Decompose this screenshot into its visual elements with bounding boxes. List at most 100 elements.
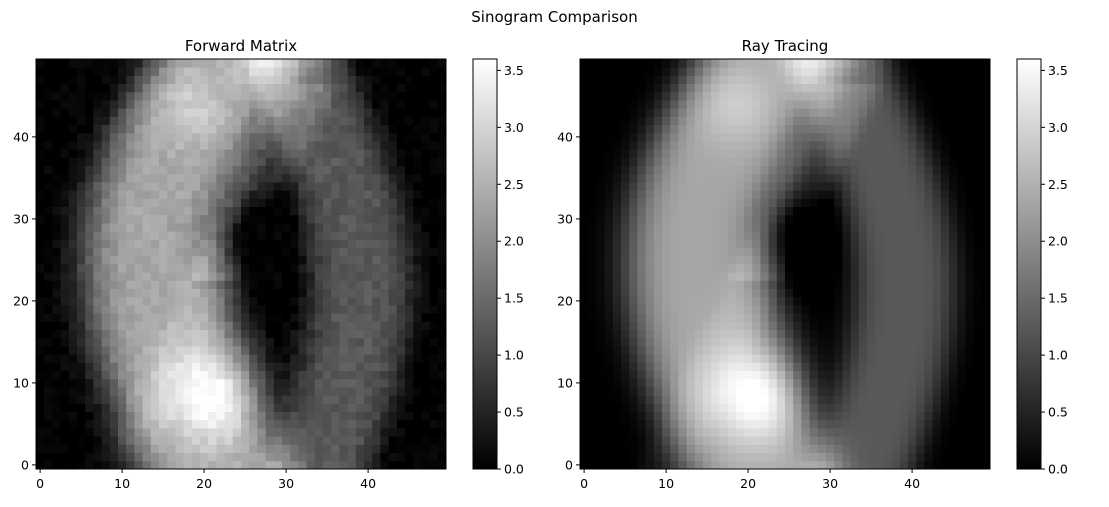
heatmap-cell: [662, 223, 671, 232]
heatmap-cell: [241, 125, 250, 134]
heatmap-cell: [801, 141, 810, 150]
heatmap-cell: [77, 84, 86, 93]
heatmap-cell: [405, 166, 414, 175]
heatmap-cell: [266, 420, 275, 429]
heatmap-cell: [933, 248, 942, 257]
heatmap-cell: [421, 116, 430, 125]
heatmap-cell: [769, 264, 778, 273]
heatmap-cell: [711, 280, 720, 289]
heatmap-cell: [323, 207, 332, 216]
heatmap-cell: [670, 280, 679, 289]
heatmap-cell: [605, 67, 614, 76]
heatmap-cell: [159, 436, 168, 445]
heatmap-cell: [159, 313, 168, 322]
heatmap-cell: [61, 387, 70, 396]
heatmap-cell: [389, 371, 398, 380]
heatmap-cell: [331, 174, 340, 183]
heatmap-cell: [175, 239, 184, 248]
colorbar-tick-label: 1.5: [504, 291, 524, 306]
heatmap-cell: [908, 387, 917, 396]
heatmap-cell: [44, 223, 53, 232]
heatmap-cell: [315, 67, 324, 76]
heatmap-cell: [695, 387, 704, 396]
heatmap-cell: [372, 174, 381, 183]
heatmap-cell: [421, 403, 430, 412]
heatmap-cell: [233, 412, 242, 421]
heatmap-cell: [703, 256, 712, 265]
heatmap-cell: [859, 321, 868, 330]
heatmap-cell: [875, 362, 884, 371]
heatmap-cell: [430, 338, 439, 347]
heatmap-cell: [282, 420, 291, 429]
heatmap-cell: [298, 371, 307, 380]
heatmap-cell: [818, 174, 827, 183]
heatmap-cell: [834, 84, 843, 93]
heatmap-cell: [233, 379, 242, 388]
heatmap-cell: [629, 420, 638, 429]
heatmap-cell: [982, 297, 991, 306]
heatmap-cell: [654, 133, 663, 142]
heatmap-cell: [859, 182, 868, 191]
heatmap-cell: [233, 362, 242, 371]
heatmap-cell: [233, 215, 242, 224]
heatmap-cell: [670, 92, 679, 101]
heatmap-cell: [143, 453, 152, 462]
heatmap-cell: [892, 174, 901, 183]
heatmap-cell: [760, 133, 769, 142]
heatmap-cell: [438, 395, 447, 404]
heatmap-cell: [134, 346, 143, 355]
heatmap-cell: [695, 198, 704, 207]
heatmap-cell: [118, 313, 127, 322]
heatmap-cell: [331, 436, 340, 445]
heatmap-cell: [372, 141, 381, 150]
heatmap-cell: [801, 67, 810, 76]
heatmap-cell: [908, 248, 917, 257]
heatmap-cell: [225, 84, 234, 93]
heatmap-cell: [818, 403, 827, 412]
heatmap-cell: [908, 321, 917, 330]
heatmap-cell: [654, 166, 663, 175]
heatmap-cell: [134, 59, 143, 68]
heatmap-cell: [151, 403, 160, 412]
heatmap-cell: [908, 289, 917, 298]
heatmap-cell: [184, 412, 193, 421]
heatmap-cell: [356, 231, 365, 240]
heatmap-cell: [307, 125, 316, 134]
heatmap-cell: [339, 280, 348, 289]
heatmap-cell: [916, 239, 925, 248]
heatmap-cell: [654, 198, 663, 207]
heatmap-cell: [711, 100, 720, 109]
heatmap-cell: [957, 321, 966, 330]
heatmap-cell: [266, 190, 275, 199]
heatmap-cell: [389, 182, 398, 191]
heatmap-cell: [687, 239, 696, 248]
heatmap-cell: [777, 412, 786, 421]
heatmap-cell: [315, 157, 324, 166]
heatmap-cell: [588, 453, 597, 462]
heatmap-cell: [216, 108, 225, 117]
heatmap-cell: [36, 289, 45, 298]
heatmap-cell: [249, 190, 258, 199]
heatmap-cell: [900, 371, 909, 380]
heatmap-cell: [687, 272, 696, 281]
heatmap-cell: [613, 428, 622, 437]
heatmap-cell: [167, 198, 176, 207]
heatmap-cell: [842, 354, 851, 363]
heatmap-cell: [875, 395, 884, 404]
heatmap-cell: [654, 149, 663, 158]
heatmap-cell: [364, 379, 373, 388]
heatmap-cell: [637, 272, 646, 281]
heatmap-cell: [233, 272, 242, 281]
heatmap-cell: [397, 108, 406, 117]
heatmap-cell: [241, 346, 250, 355]
heatmap-cell: [364, 248, 373, 257]
heatmap-cell: [339, 330, 348, 339]
heatmap-cell: [842, 157, 851, 166]
heatmap-cell: [102, 297, 111, 306]
heatmap-cell: [200, 338, 209, 347]
heatmap-cell: [126, 305, 135, 314]
heatmap-cell: [982, 248, 991, 257]
heatmap-cell: [916, 248, 925, 257]
heatmap-cell: [777, 100, 786, 109]
heatmap-cell: [982, 239, 991, 248]
